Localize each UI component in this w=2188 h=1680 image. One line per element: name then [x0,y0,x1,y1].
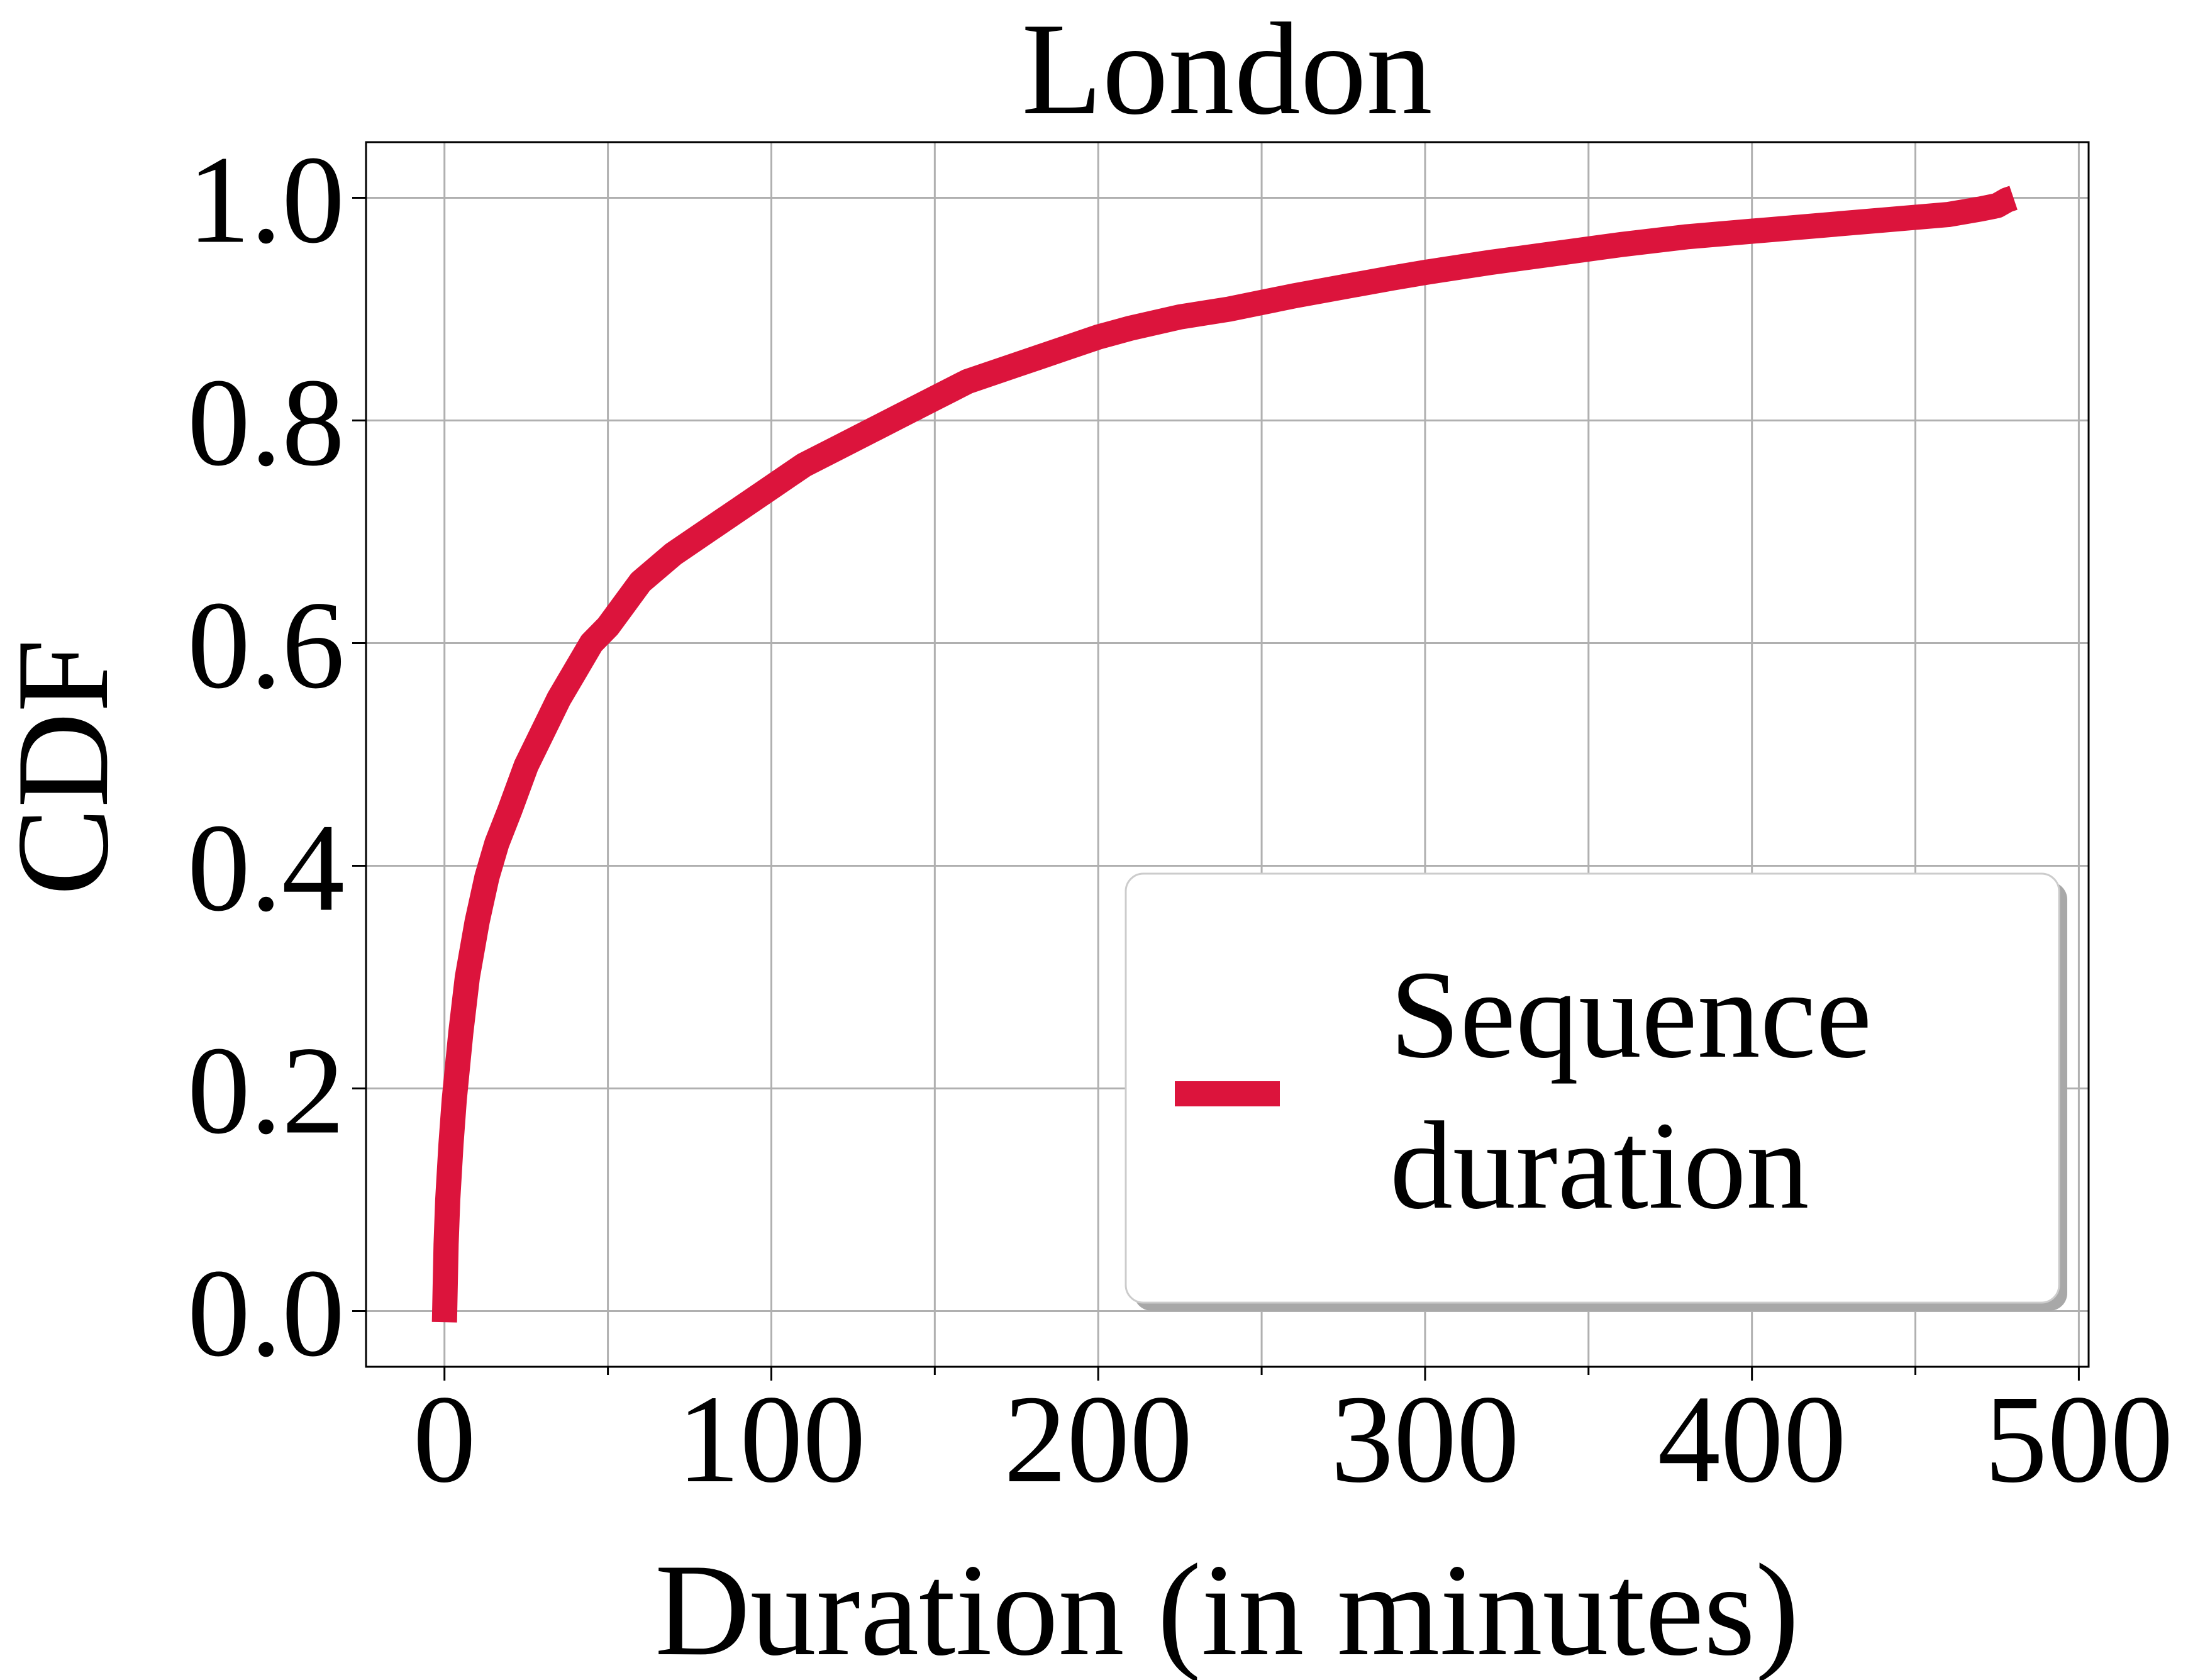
series-layer [431,186,2020,1323]
x-tick-label: 300 [1331,1370,1519,1509]
y-tick-label: 0.6 [187,576,345,715]
legend: Sequence duration [1125,872,2067,1311]
legend-label-line-2: duration [1390,1096,1809,1235]
x-tick-label: 200 [1004,1370,1192,1509]
axis-ticks [352,197,2080,1381]
y-tick-label: 1.0 [187,131,345,270]
legend-label-line-1: Sequence [1390,945,1872,1084]
x-axis-label: Duration (in minutes) [655,1537,1799,1680]
plot-frame [365,141,2090,1368]
y-axis-label: CDF [0,639,136,896]
legend-box [1125,872,2060,1304]
legend-label-sequence-duration: Sequence duration [1390,945,1872,1235]
series-line-sequence-duration [431,186,2020,1323]
y-tick-label: 0.8 [187,353,345,492]
chart-title: London [1021,0,1432,142]
x-tick-label: 400 [1658,1370,1846,1509]
y-tick-label: 0.2 [187,1021,345,1160]
tick-labels: 0 100 200 300 400 500 0.0 0.2 0.4 0.6 0.8 1.0 [187,131,2173,1510]
x-tick-label: 100 [677,1370,865,1509]
y-tick-label: 0.0 [187,1244,345,1383]
x-tick-label: 500 [1984,1370,2173,1509]
x-tick-label: 0 [413,1370,476,1509]
y-tick-label: 0.4 [187,799,345,938]
